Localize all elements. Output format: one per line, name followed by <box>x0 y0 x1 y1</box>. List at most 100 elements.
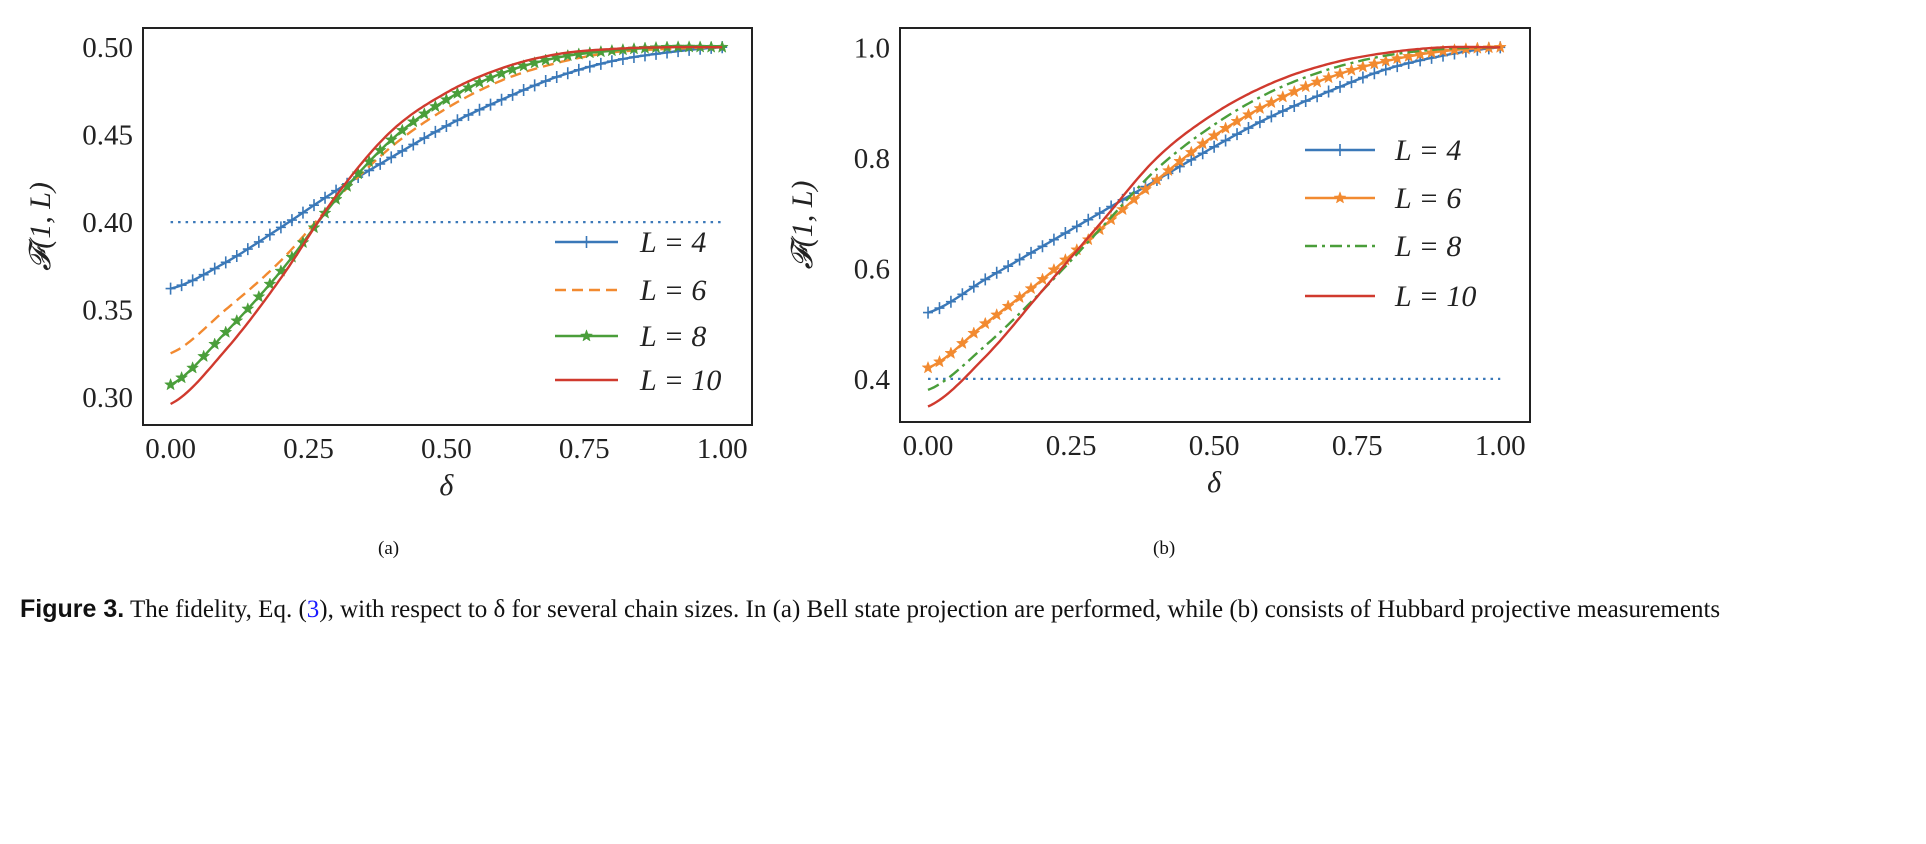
data-point-marker <box>606 55 617 68</box>
data-point-marker <box>1243 122 1254 135</box>
data-point-marker <box>417 106 431 120</box>
data-point-marker <box>384 132 398 146</box>
data-point-marker <box>340 179 354 192</box>
data-point-marker <box>1241 107 1256 121</box>
data-point-marker <box>990 307 1004 321</box>
data-point-marker <box>1289 99 1300 112</box>
series-line <box>170 45 723 406</box>
data-point-marker <box>1254 116 1265 129</box>
y-tick-label: 0.6 <box>854 253 890 285</box>
data-point-marker <box>955 336 969 350</box>
data-point-marker <box>945 295 956 308</box>
data-point-marker <box>1209 140 1220 153</box>
data-point-marker <box>506 62 520 76</box>
data-point-marker <box>496 93 507 106</box>
data-point-marker <box>1264 95 1278 109</box>
data-point-marker <box>209 262 220 275</box>
data-point-marker <box>430 125 441 138</box>
data-point-marker <box>197 349 211 363</box>
legend-entry: L = 10 <box>1305 280 1476 313</box>
data-point-marker <box>923 306 934 319</box>
y-tick-label: 1.0 <box>854 32 890 64</box>
data-point-marker <box>584 60 595 73</box>
data-point-marker <box>573 63 584 76</box>
data-point-marker <box>275 221 286 234</box>
x-axis-label: δ <box>1207 466 1222 499</box>
data-point-marker <box>175 370 189 384</box>
series-l=4 <box>923 41 1506 319</box>
data-point-marker <box>1026 246 1037 259</box>
data-point-marker <box>428 99 442 113</box>
data-point-marker <box>231 249 242 262</box>
data-point-marker <box>450 86 464 99</box>
y-tick-label: 0.8 <box>854 143 890 175</box>
legend-entry: L = 6 <box>555 274 706 307</box>
data-point-marker <box>397 144 408 157</box>
data-point-marker <box>934 302 945 315</box>
data-point-marker <box>1083 213 1094 226</box>
legend-marker <box>581 236 592 248</box>
series-l=6 <box>170 46 723 355</box>
data-point-marker <box>1184 145 1198 158</box>
data-point-marker <box>495 66 509 80</box>
data-point-marker <box>176 279 187 292</box>
data-point-marker <box>562 67 573 80</box>
data-point-marker <box>452 114 463 127</box>
x-tick-label: 1.00 <box>697 433 748 465</box>
data-point-marker <box>1024 281 1038 295</box>
data-point-marker <box>1333 66 1347 80</box>
x-axis-label: δ <box>439 469 454 502</box>
data-point-marker <box>309 199 320 212</box>
data-point-marker <box>441 119 452 132</box>
data-point-marker <box>1335 80 1346 93</box>
data-point-marker <box>297 206 308 219</box>
data-point-marker <box>1300 95 1311 108</box>
x-tick-label: 0.75 <box>1332 430 1383 462</box>
data-point-marker <box>461 80 476 94</box>
legend-label: L = 8 <box>1394 230 1461 263</box>
data-point-marker <box>165 282 176 295</box>
x-tick-label: 0.25 <box>283 433 334 465</box>
figure-label: Figure 3. <box>20 595 125 623</box>
legend-entry: L = 6 <box>1305 182 1461 215</box>
data-point-marker <box>967 326 981 339</box>
data-point-marker <box>1232 128 1243 141</box>
legend-marker <box>579 329 594 342</box>
legend-label: L = 10 <box>639 364 721 397</box>
series-l=8 <box>927 46 1501 392</box>
series-line <box>927 45 1501 408</box>
legend-entry: L = 8 <box>555 320 706 353</box>
data-point-marker <box>1173 154 1187 167</box>
data-point-marker <box>274 264 288 277</box>
data-point-marker <box>241 302 255 315</box>
legend-entry: L = 8 <box>1305 230 1461 263</box>
data-point-marker <box>1197 147 1208 160</box>
data-point-marker <box>932 354 947 368</box>
data-point-marker <box>1277 105 1288 118</box>
data-point-marker <box>1220 134 1231 147</box>
x-tick-label: 1.00 <box>1475 430 1526 462</box>
x-tick-label: 0.50 <box>421 433 472 465</box>
data-point-marker <box>408 138 419 151</box>
data-point-marker <box>263 277 277 290</box>
y-axis-label: 𝓕(1, L) <box>24 182 57 271</box>
data-point-marker <box>329 192 343 205</box>
figure: L = 4 L = 6 L = 8 L = 10 0.00 0.25 0.50 0.75 1.0… <box>24 27 1531 502</box>
y-tick-label: 0.4 <box>854 364 891 396</box>
legend-entry: L = 4 <box>555 226 706 259</box>
data-point-marker <box>1186 153 1197 166</box>
data-point-marker <box>242 243 253 256</box>
data-point-marker <box>1161 163 1175 177</box>
series-line <box>927 46 1501 392</box>
data-point-marker <box>1356 59 1370 73</box>
equation-link[interactable]: 3 <box>306 596 320 623</box>
data-point-marker <box>968 280 979 293</box>
data-point-marker <box>617 52 628 65</box>
panel-a-label: (a) <box>378 538 400 559</box>
caption-text-1: The fidelity, Eq. ( <box>124 596 307 623</box>
data-point-marker <box>1048 233 1059 246</box>
data-point-marker <box>639 49 650 62</box>
legend-label: L = 6 <box>639 274 706 307</box>
series-l=10 <box>170 45 723 406</box>
data-point-marker <box>208 337 222 350</box>
